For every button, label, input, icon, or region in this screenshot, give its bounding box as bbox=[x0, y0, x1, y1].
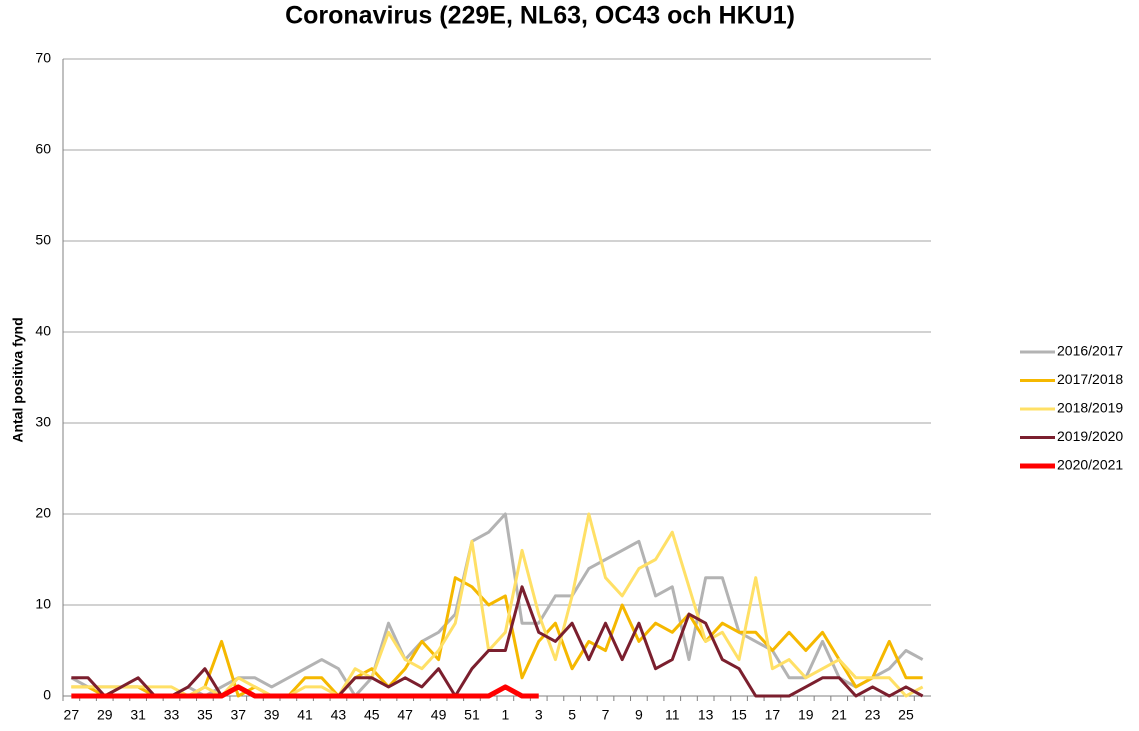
x-tick-label: 43 bbox=[331, 707, 347, 723]
x-tick-label: 47 bbox=[397, 707, 413, 723]
x-tick-label: 51 bbox=[464, 707, 480, 723]
y-tick-label: 40 bbox=[35, 323, 51, 339]
x-tick-label: 3 bbox=[535, 707, 543, 723]
series-line bbox=[71, 585, 924, 698]
x-tick-label: 11 bbox=[665, 707, 680, 723]
x-tick-label: 37 bbox=[230, 707, 246, 723]
legend-label: 2016/2017 bbox=[1057, 343, 1123, 359]
y-tick-label: 70 bbox=[35, 50, 51, 66]
x-tick-label: 33 bbox=[164, 707, 180, 723]
y-tick-label: 50 bbox=[35, 232, 51, 248]
x-tick-label: 1 bbox=[501, 707, 509, 723]
x-tick-label: 29 bbox=[97, 707, 113, 723]
x-tick-label: 7 bbox=[602, 707, 610, 723]
x-tick-label: 31 bbox=[130, 707, 146, 723]
y-tick-label: 0 bbox=[43, 687, 51, 703]
x-tick-label: 39 bbox=[264, 707, 280, 723]
x-tick-label: 23 bbox=[865, 707, 881, 723]
x-tick-label: 15 bbox=[731, 707, 747, 723]
x-tick-label: 45 bbox=[364, 707, 380, 723]
legend-label: 2019/2020 bbox=[1057, 428, 1123, 444]
x-tick-label: 9 bbox=[635, 707, 643, 723]
x-tick-label: 13 bbox=[698, 707, 714, 723]
series-line bbox=[71, 684, 539, 699]
y-tick-label: 60 bbox=[35, 141, 51, 157]
x-tick-label: 25 bbox=[898, 707, 914, 723]
chart-title: Coronavirus (229E, NL63, OC43 och HKU1) bbox=[285, 2, 795, 30]
legend-label: 2018/2019 bbox=[1057, 400, 1123, 416]
x-tick-label: 5 bbox=[568, 707, 576, 723]
legend-label: 2017/2018 bbox=[1057, 371, 1123, 387]
x-tick-label: 27 bbox=[64, 707, 80, 723]
legend-label: 2020/2021 bbox=[1057, 457, 1123, 473]
x-tick-label: 35 bbox=[197, 707, 213, 723]
y-axis-label: Antal positiva fynd bbox=[10, 317, 26, 442]
x-tick-label: 19 bbox=[798, 707, 814, 723]
series-line bbox=[71, 576, 923, 698]
y-tick-label: 10 bbox=[35, 596, 51, 612]
x-tick-label: 49 bbox=[431, 707, 447, 723]
y-tick-label: 20 bbox=[35, 505, 51, 521]
x-tick-label: 21 bbox=[831, 707, 847, 723]
x-tick-label: 41 bbox=[297, 707, 313, 723]
x-tick-label: 17 bbox=[765, 707, 781, 723]
y-tick-label: 30 bbox=[35, 414, 51, 430]
series-line bbox=[71, 512, 924, 698]
